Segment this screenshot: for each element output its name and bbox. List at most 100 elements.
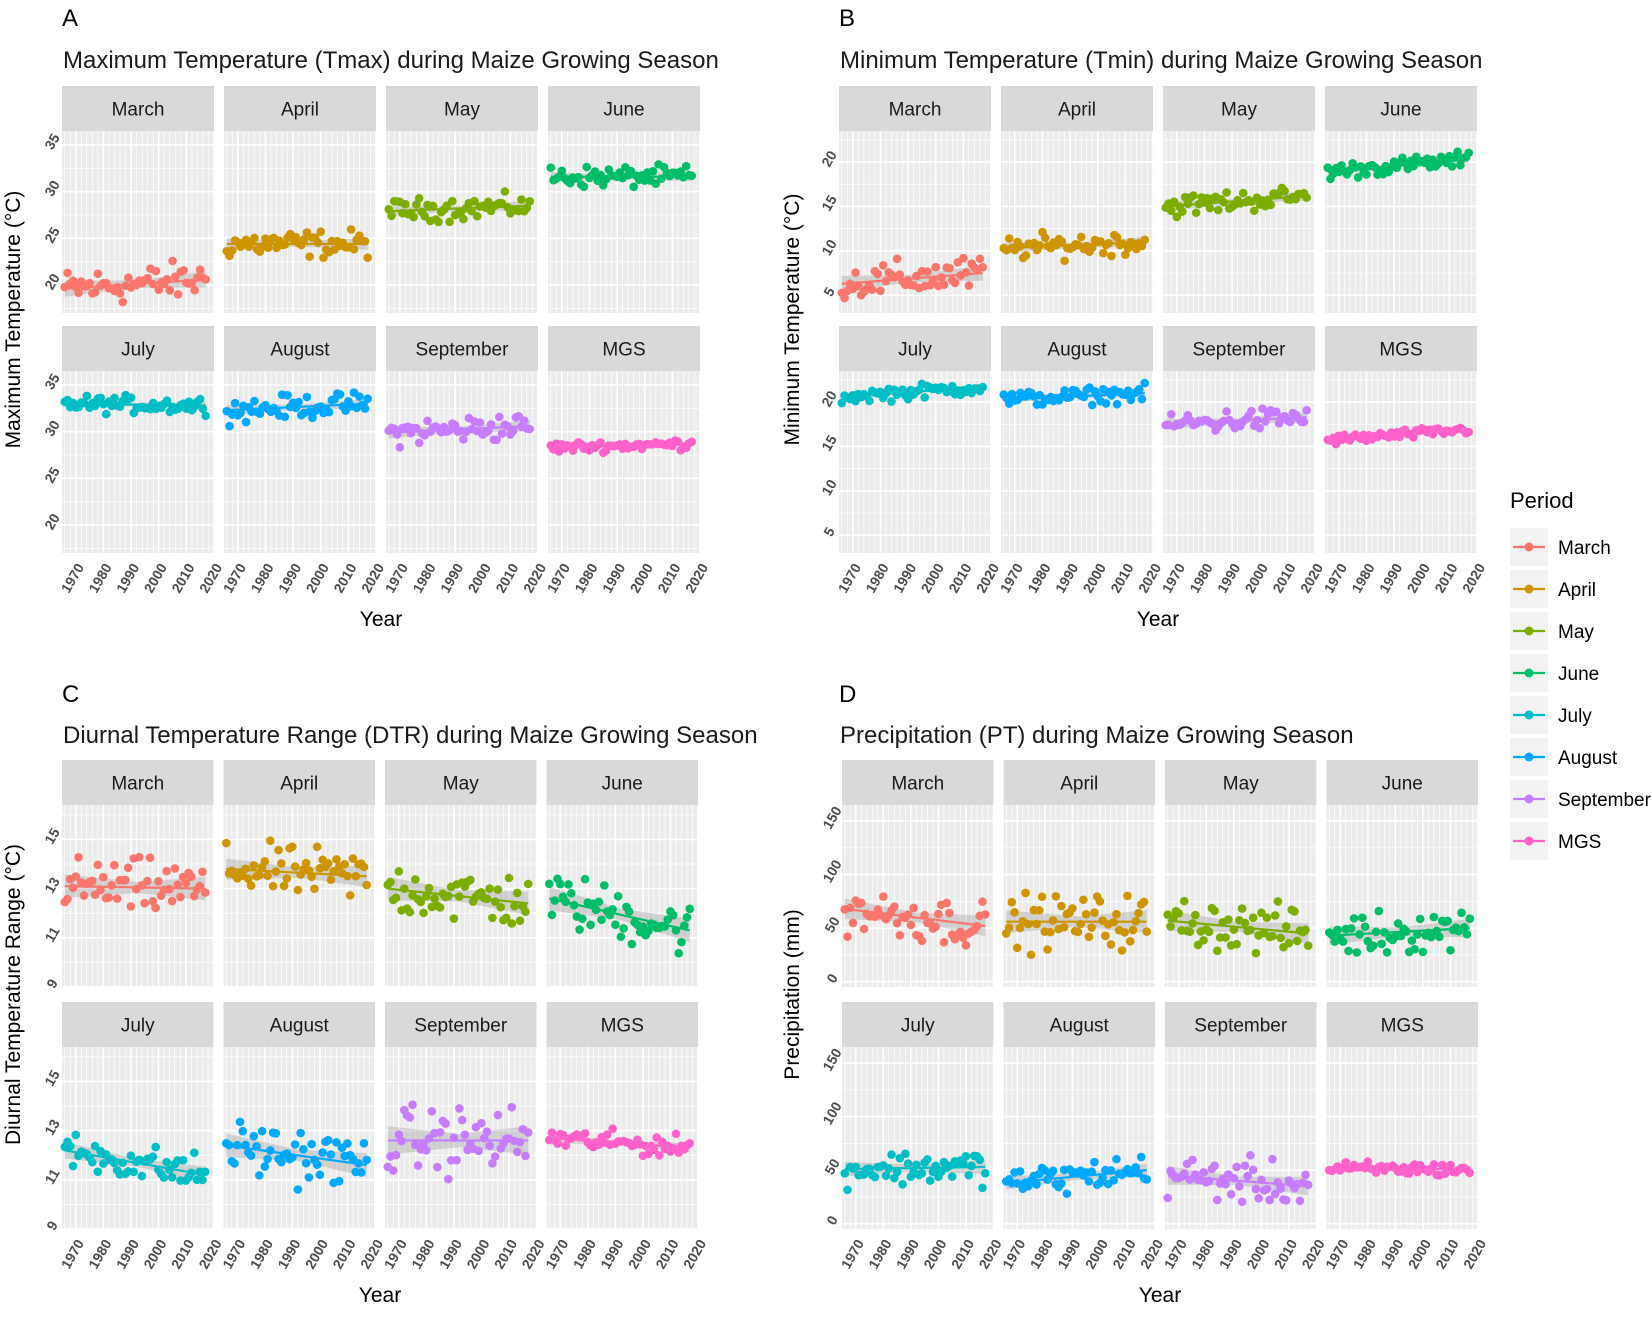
data-point: [1060, 256, 1069, 266]
data-point: [1046, 927, 1055, 937]
facet-plot-area: [1326, 1047, 1478, 1229]
facet-april: April: [999, 86, 1154, 313]
x-tick-label: 2010: [1269, 560, 1299, 595]
data-point: [1268, 931, 1277, 941]
data-point: [1238, 188, 1248, 198]
data-point: [1084, 1177, 1094, 1186]
x-tick-label: 1980: [1186, 560, 1216, 595]
data-point: [355, 392, 364, 401]
data-point: [980, 910, 990, 919]
facet-strip-label: May: [444, 100, 480, 121]
data-point: [360, 404, 370, 413]
data-point: [179, 266, 188, 275]
facet-strip: [1163, 86, 1315, 131]
data-point: [302, 392, 312, 402]
data-point: [1221, 933, 1230, 942]
data-point: [959, 253, 968, 263]
data-point: [1015, 923, 1025, 933]
data-point: [1112, 1154, 1121, 1164]
y-tick-label: 100: [819, 857, 845, 885]
data-point: [961, 1151, 971, 1161]
data-point: [198, 404, 208, 414]
data-point: [283, 390, 292, 400]
data-point: [107, 880, 116, 890]
x-tick-label: 1970: [997, 560, 1027, 595]
data-point: [1090, 908, 1099, 917]
trend-line: [1167, 1174, 1309, 1188]
data-point: [1303, 941, 1313, 950]
data-point: [1037, 892, 1047, 902]
facet-strip: [62, 86, 214, 131]
data-point: [82, 391, 92, 401]
data-point: [964, 1170, 974, 1180]
facet-strip: [223, 1002, 375, 1047]
x-tick-label: 2020: [975, 1236, 1005, 1271]
data-point: [1374, 906, 1384, 916]
data-point: [121, 875, 130, 885]
y-tick-label: 20: [818, 388, 840, 410]
data-point: [148, 1152, 158, 1162]
data-point: [401, 199, 410, 209]
x-tick-label: 2010: [330, 560, 360, 595]
x-tick-label: 2000: [141, 560, 171, 595]
data-point: [137, 1171, 147, 1181]
data-point: [1087, 400, 1097, 410]
facet-strip: [1325, 326, 1477, 371]
data-point: [909, 903, 918, 913]
facet-june: June: [1323, 86, 1478, 313]
facet-plot-area: [224, 131, 376, 313]
data-point: [162, 1157, 171, 1167]
data-point: [523, 1128, 533, 1137]
data-point: [1285, 417, 1295, 427]
data-point: [362, 880, 372, 890]
x-tick-label: 1970: [1159, 560, 1189, 595]
trend-line: [64, 402, 206, 407]
data-point: [151, 266, 161, 276]
data-point: [110, 393, 119, 403]
data-point: [1057, 237, 1067, 246]
data-point: [294, 397, 303, 407]
data-point: [1465, 1168, 1475, 1178]
data-point: [1249, 206, 1259, 216]
facet-strip-label: April: [1058, 100, 1096, 121]
x-tick-label: 2010: [492, 560, 522, 595]
data-point: [547, 1128, 557, 1137]
data-point: [1272, 407, 1281, 417]
facet-june: June: [546, 86, 701, 313]
data-point: [263, 1154, 272, 1164]
data-point: [430, 894, 439, 903]
data-point: [68, 883, 78, 893]
x-tick-label: 1970: [382, 560, 412, 595]
data-point: [1021, 888, 1030, 898]
data-point: [305, 252, 314, 261]
data-point: [260, 856, 270, 866]
data-point: [1068, 904, 1077, 913]
data-point: [546, 163, 556, 172]
x-tick-label: 2000: [1080, 560, 1110, 595]
data-point: [1237, 904, 1247, 913]
data-point: [419, 908, 428, 918]
data-point: [596, 438, 605, 447]
x-tick-label: 2020: [358, 560, 388, 595]
facet-strip: [224, 86, 376, 131]
facet-strip: [224, 326, 376, 371]
facet-strip: [62, 760, 214, 805]
y-tick-label: 20: [41, 271, 63, 293]
x-tick-label: 2020: [1135, 560, 1165, 595]
x-tick-label: 2020: [357, 1236, 387, 1271]
y-tick-label: 15: [818, 192, 840, 214]
data-point: [1301, 925, 1310, 935]
data-point: [470, 196, 479, 206]
x-tick-label: 2000: [1082, 1236, 1112, 1271]
trend-line: [226, 402, 368, 412]
legend-item-july: July: [1510, 696, 1592, 734]
data-point: [225, 421, 234, 431]
data-point: [517, 195, 526, 204]
data-point: [277, 1157, 286, 1167]
data-point: [165, 285, 175, 295]
data-point: [1446, 1160, 1455, 1170]
x-axis-title: Year: [1137, 608, 1179, 631]
x-tick-label: 2000: [1404, 560, 1434, 595]
